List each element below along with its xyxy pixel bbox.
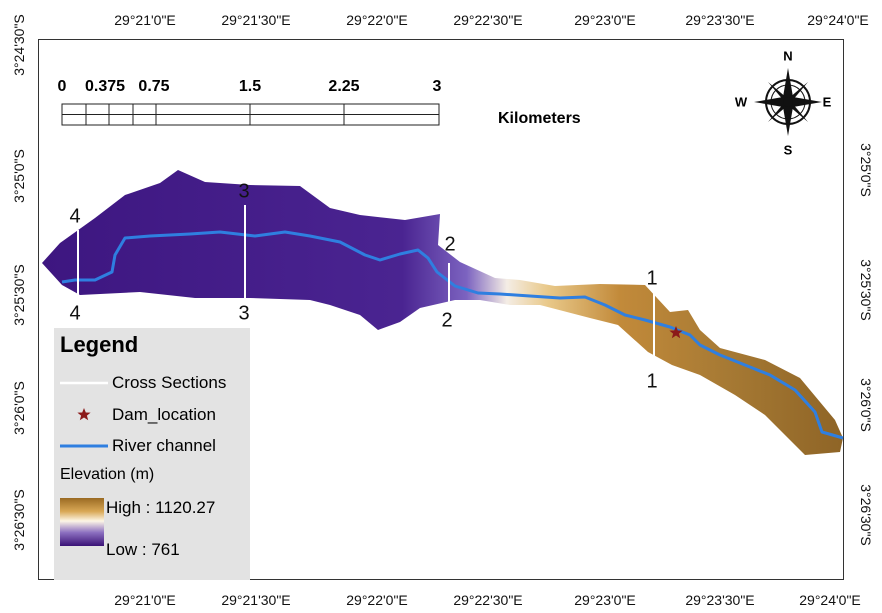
dam-location-marker (669, 326, 683, 339)
cross-section-label-2-bottom: 2 (441, 309, 453, 332)
lon-tick-top: 29°23'30"E (685, 12, 755, 28)
lon-tick-bottom: 29°22'0"E (346, 592, 408, 608)
legend-title: Legend (60, 332, 139, 357)
lon-tick-top: 29°22'0"E (346, 12, 408, 28)
legend-item-dam-location: Dam_location (112, 405, 216, 424)
dam-symbol-icon (77, 408, 91, 421)
compass-e: E (822, 94, 832, 110)
scale-label: 2.25 (328, 78, 360, 95)
river-channel (61, 230, 844, 440)
cross-section-label-3-top: 3 (238, 180, 250, 203)
cross-section-label-4-bottom: 4 (69, 302, 81, 325)
lon-tick-bottom: 29°21'0"E (114, 592, 176, 608)
lon-tick-top: 29°21'0"E (114, 12, 176, 28)
scale-unit: Kilometers (498, 110, 581, 127)
lon-tick-top: 29°22'30"E (453, 12, 523, 28)
compass-s: S (783, 142, 793, 158)
cross-section-label-1-top: 1 (646, 267, 658, 290)
cross-section-label-4-top: 4 (69, 205, 81, 228)
legend-item-cross-sections: Cross Sections (112, 373, 227, 392)
legend-elevation-high: High : 1120.27 (106, 498, 216, 517)
legend-item-river-channel: River channel (112, 436, 216, 455)
scale-label: 1.5 (238, 78, 262, 95)
compass-n: N (783, 48, 793, 64)
cross-section-label-3-bottom: 3 (238, 302, 250, 325)
scale-label: 0.375 (84, 78, 126, 95)
north-arrow: N E S W (735, 48, 833, 158)
legend-elevation-low: Low : 761 (106, 540, 180, 559)
legend-elevation-title: Elevation (m) (60, 466, 155, 483)
lon-tick-top: 29°24'0"E (807, 12, 869, 28)
lon-tick-bottom: 29°23'30"E (685, 592, 755, 608)
lon-tick-top: 29°23'0"E (574, 12, 636, 28)
map-frame (38, 39, 844, 580)
lon-tick-top: 29°21'30"E (221, 12, 291, 28)
lon-tick-bottom: 29°22'30"E (453, 592, 523, 608)
compass-rose-icon (754, 68, 822, 136)
legend-panel: Legend Cross Sections Dam_location River… (54, 328, 250, 580)
scale-label: 0.75 (138, 78, 170, 95)
elevation-raster (42, 170, 843, 455)
cross-section-label-2-top: 2 (444, 233, 456, 256)
scale-label: 0 (57, 78, 67, 95)
scale-label: 3 (432, 78, 442, 95)
legend-symbols (60, 381, 108, 448)
scale-bar (61, 103, 440, 126)
cross-section-label-1-bottom: 1 (646, 370, 658, 393)
lon-tick-bottom: 29°23'0"E (574, 592, 636, 608)
lon-tick-bottom: 29°21'30"E (221, 592, 291, 608)
compass-w: W (734, 94, 748, 110)
elevation-color-ramp (60, 498, 104, 546)
lon-tick-bottom: 29°24'0"E (799, 592, 861, 608)
